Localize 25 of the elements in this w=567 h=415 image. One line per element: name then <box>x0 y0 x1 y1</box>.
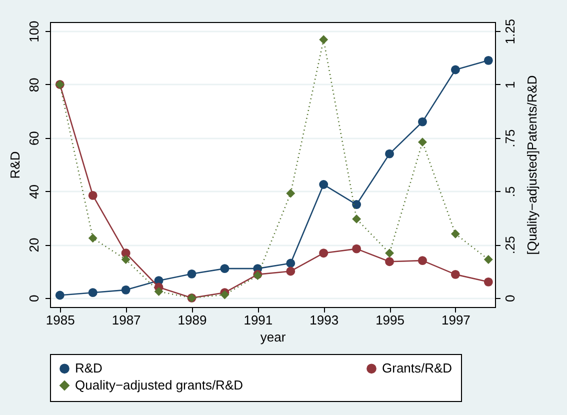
y-tick-label: 100 <box>26 20 42 42</box>
y2-axis-title: [Quality−adjusted]Patents/R&D <box>524 75 540 255</box>
y-tick-label: 40 <box>26 184 42 199</box>
y-tick-label: 60 <box>26 131 42 146</box>
y-tick-label: 80 <box>26 78 42 92</box>
legend-label: Grants/R&D <box>382 360 452 376</box>
y2-tick-label: .75 <box>502 129 518 148</box>
x-tick-label: 1995 <box>376 312 404 328</box>
x-tick-label: 1989 <box>178 312 207 328</box>
y-tick-label: 20 <box>26 238 42 252</box>
y-axis-title: R&D <box>8 151 22 179</box>
x-tick-label: 1985 <box>46 312 75 328</box>
y2-tick-label: .25 <box>502 236 518 254</box>
x-tick-label: 1991 <box>244 312 273 328</box>
y2-tick-label: 0 <box>502 294 518 302</box>
y2-tick-label: 1.25 <box>502 18 518 44</box>
y2-tick-label: 1 <box>502 81 518 89</box>
y-tick-label: 0 <box>26 294 42 302</box>
x-tick-label: 1993 <box>310 312 339 328</box>
legend-label: R&D <box>75 360 102 376</box>
legend-label: Quality−adjusted grants/R&D <box>75 378 244 392</box>
x-tick-label: 1987 <box>112 312 141 328</box>
x-tick-label: 1997 <box>441 312 470 328</box>
x-axis-title: year <box>260 330 286 344</box>
y2-tick-label: .5 <box>502 186 518 198</box>
